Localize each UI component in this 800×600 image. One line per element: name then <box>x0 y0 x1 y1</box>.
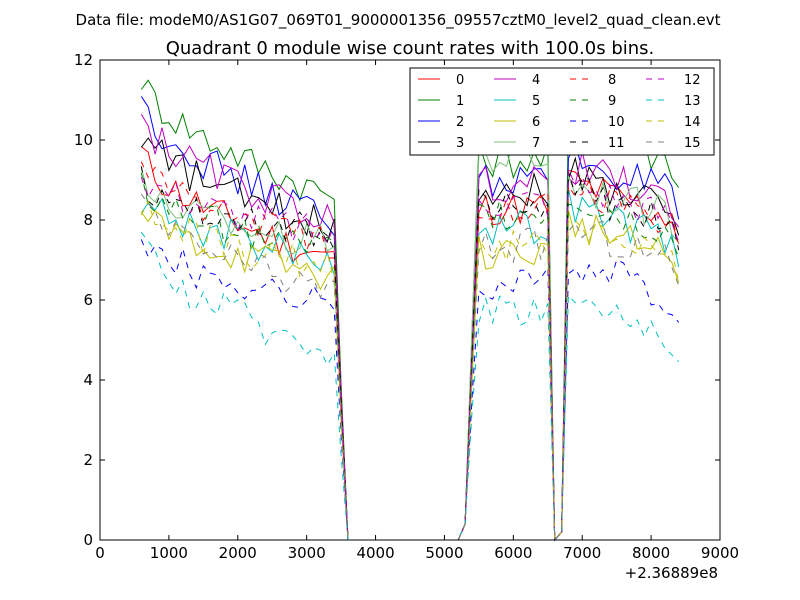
y-tick-label: 4 <box>83 371 93 389</box>
legend-label-10: 10 <box>608 115 625 130</box>
legend-label-9: 9 <box>608 94 616 109</box>
x-tick-label: 3000 <box>288 544 326 562</box>
legend-label-15: 15 <box>684 136 701 151</box>
legend-label-14: 14 <box>684 115 701 130</box>
series-line-10 <box>140 239 680 542</box>
x-tick-label: 7000 <box>563 544 601 562</box>
axis-ticks: 0 1000 2000 3000 4000 5000 6000 7000 8000 9000 0 2 4… <box>74 51 739 562</box>
x-tick-label: 8000 <box>632 544 670 562</box>
series-line-13 <box>140 231 680 542</box>
x-tick-label: 4000 <box>356 544 394 562</box>
x-offset-label: +2.36889e8 <box>625 564 718 582</box>
legend-label-13: 13 <box>684 94 701 109</box>
legend-label-0: 0 <box>456 73 464 88</box>
x-tick-label: 0 <box>95 544 105 562</box>
y-tick-label: 6 <box>83 291 93 309</box>
legend-frame <box>409 67 715 156</box>
legend-label-6: 6 <box>532 115 540 130</box>
y-tick-label: 0 <box>83 531 93 549</box>
x-tick-label: 5000 <box>425 544 463 562</box>
x-tick-label: 6000 <box>494 544 532 562</box>
y-tick-label: 8 <box>83 211 93 229</box>
data-file-header: Data file: modeM0/AS1G07_069T01_90000013… <box>76 11 721 30</box>
legend-label-11: 11 <box>608 136 625 151</box>
x-tick-label: 2000 <box>219 544 257 562</box>
y-tick-label: 12 <box>74 51 93 69</box>
legend-label-7: 7 <box>532 136 540 151</box>
legend-label-1: 1 <box>456 94 464 109</box>
legend-label-12: 12 <box>684 73 701 88</box>
legend-label-5: 5 <box>532 94 540 109</box>
y-tick-label: 10 <box>74 131 93 149</box>
legend-label-4: 4 <box>532 73 540 88</box>
legend-label-8: 8 <box>608 73 616 88</box>
legend-label-2: 2 <box>456 115 464 130</box>
x-tick-label: 1000 <box>150 544 188 562</box>
chart-title: Quadrant 0 module wise count rates with … <box>166 38 655 59</box>
legend-label-3: 3 <box>456 136 464 151</box>
y-tick-label: 2 <box>83 451 93 469</box>
series-line-15 <box>140 193 680 542</box>
x-tick-label: 9000 <box>701 544 739 562</box>
series-line-12 <box>140 169 680 542</box>
